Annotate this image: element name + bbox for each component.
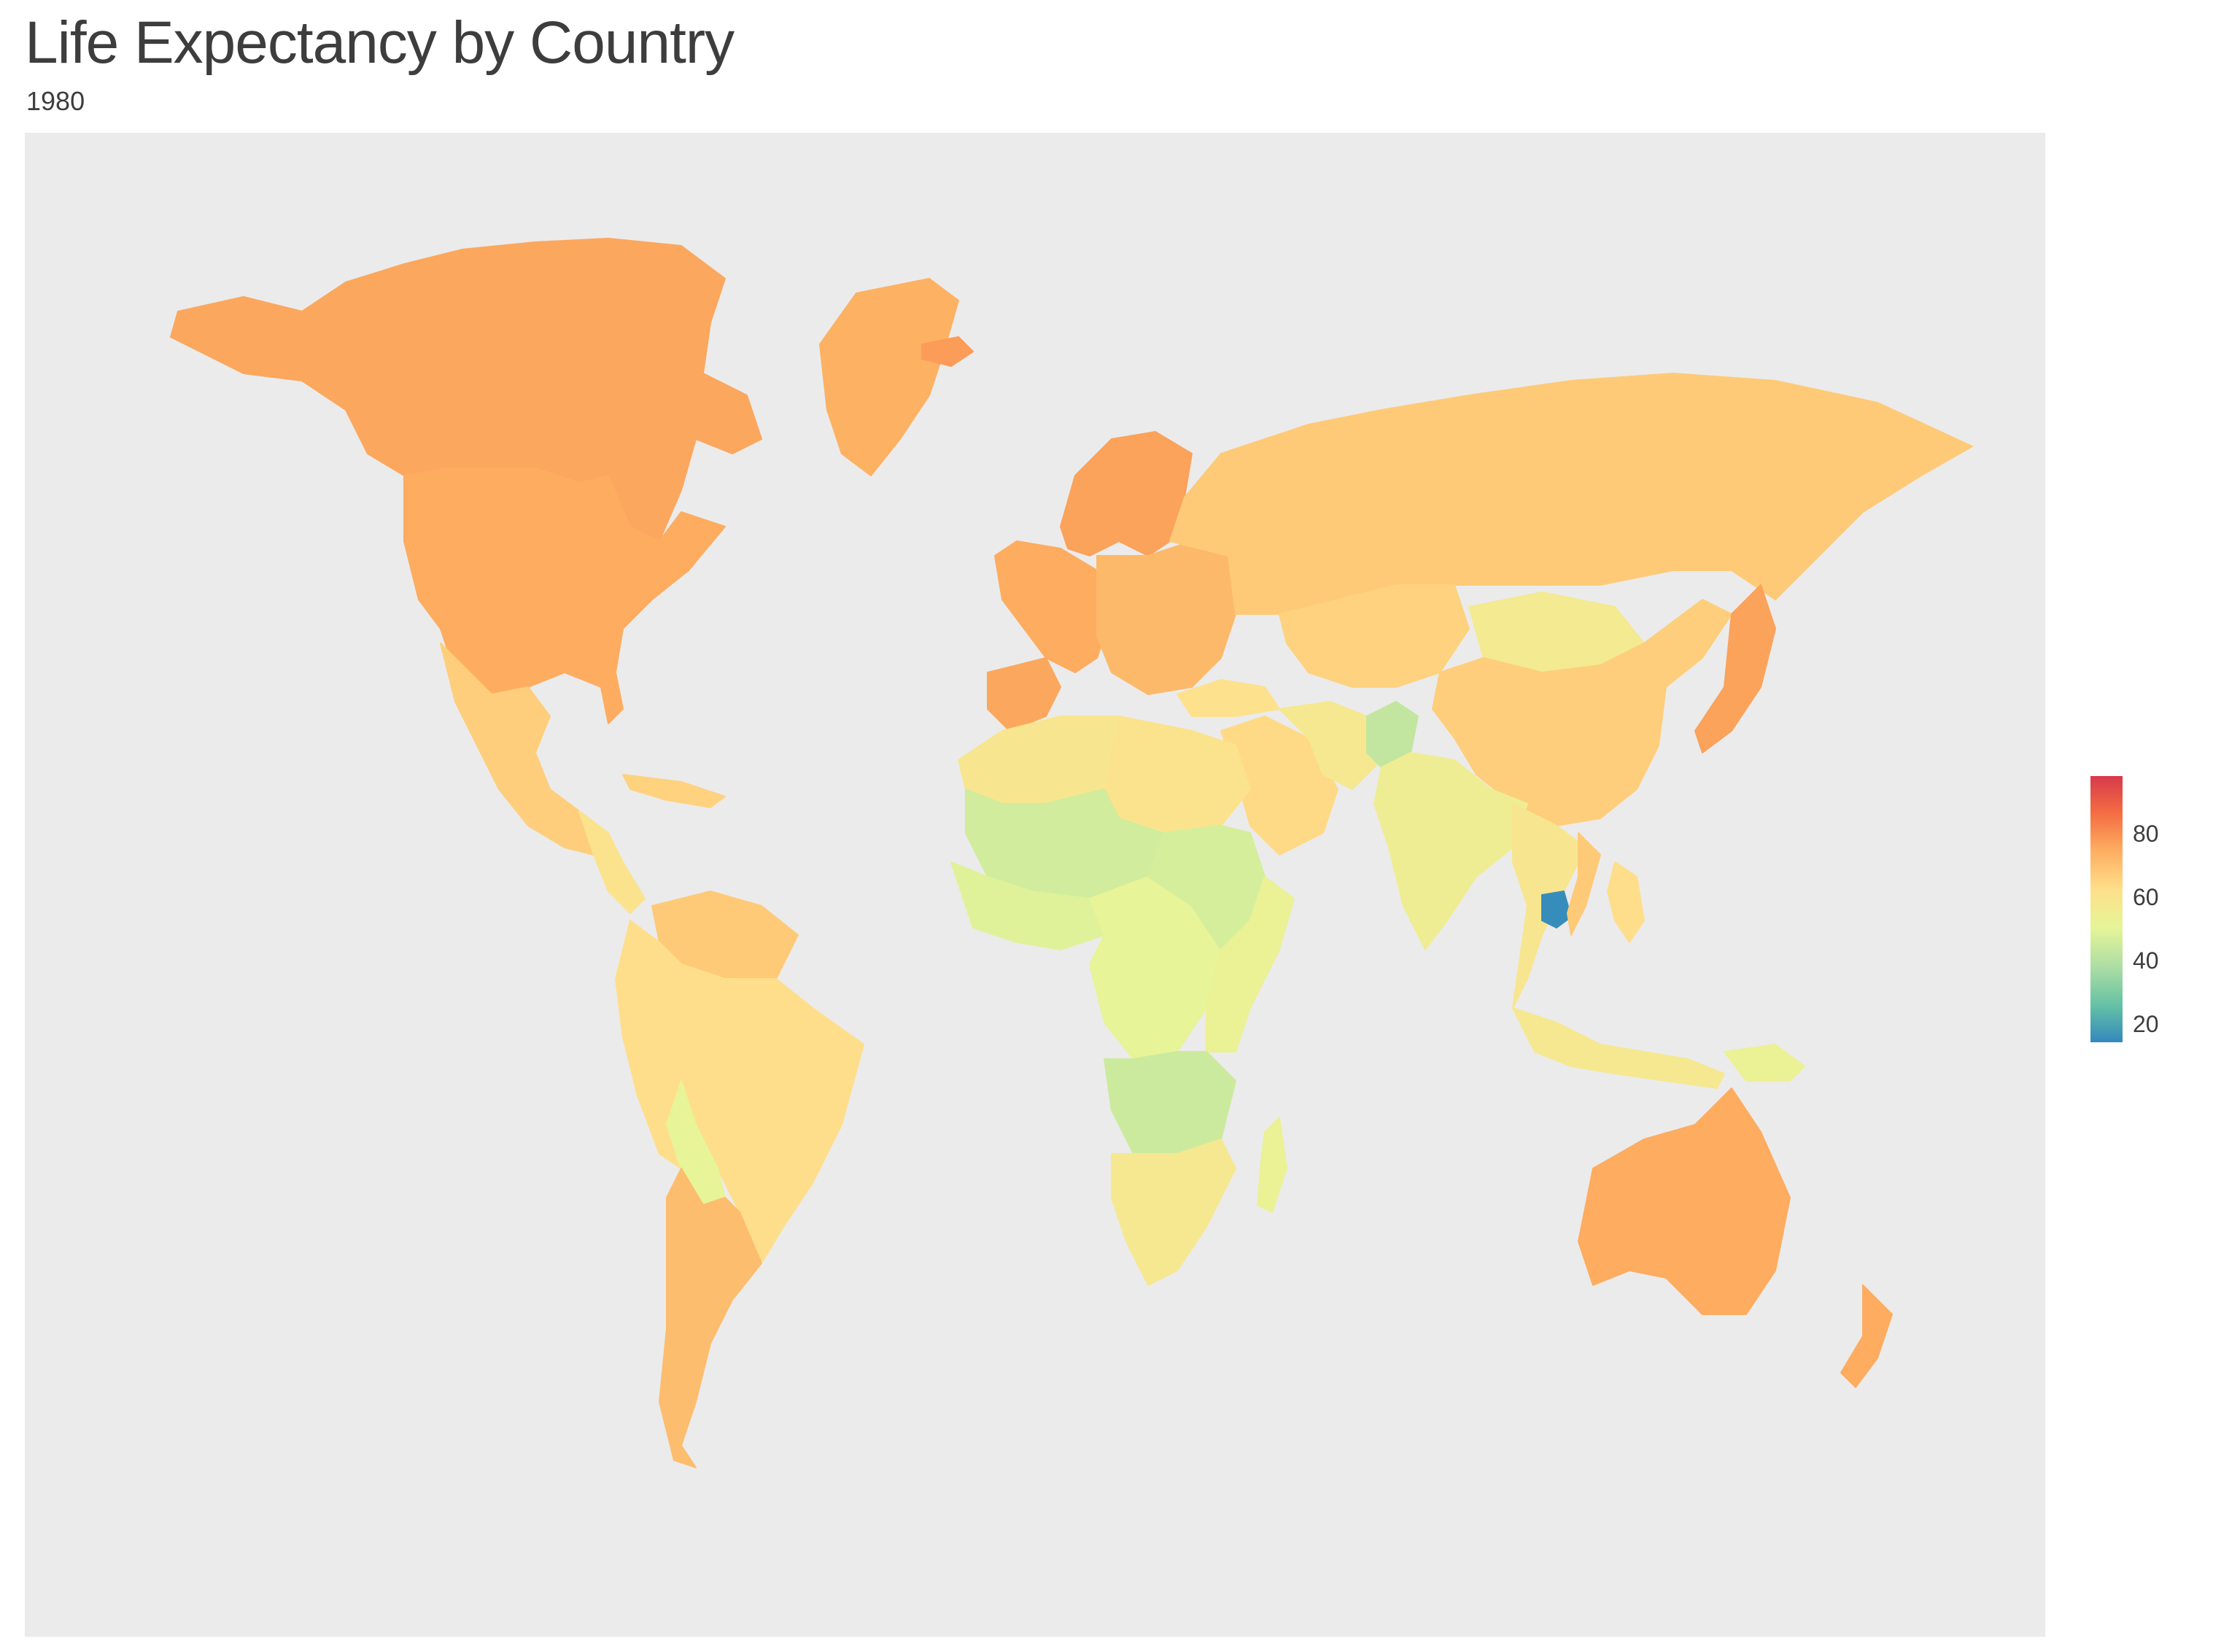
region-australia [1578,1087,1791,1315]
region-caribbean [622,774,726,808]
region-western-europe [994,540,1112,673]
color-legend: 80 60 40 20 [2090,776,2200,1046]
region-iran [1279,701,1382,790]
chart-subtitle: 1980 [26,86,85,116]
legend-tick-80: 80 [2133,821,2159,847]
region-iberia [987,657,1061,732]
region-madagascar [1257,1117,1287,1213]
region-iceland [921,336,974,367]
legend-color-bar [2090,776,2123,1042]
legend-tick-60: 60 [2133,884,2159,910]
region-cambodia [1541,891,1572,928]
region-central-america [578,810,646,914]
region-japan [1694,584,1776,753]
region-china [1432,599,1732,826]
map-panel [25,133,2045,1637]
region-vietnam [1567,832,1601,936]
region-indonesia [1512,1007,1725,1089]
region-angola-zambia [1104,1051,1236,1155]
legend-tick-40: 40 [2133,947,2159,974]
region-canada [170,238,762,542]
region-southern-africa [1111,1139,1236,1286]
region-eastern-europe [1096,540,1236,695]
region-argentina-chile-uruguay [659,1168,762,1468]
region-east-africa [1206,876,1295,1052]
region-russia [1169,373,1973,615]
region-new-zealand [1840,1284,1893,1388]
region-philippines [1607,861,1645,943]
region-papua-new-guinea [1724,1044,1805,1082]
chart-title: Life Expectancy by Country [25,9,735,76]
world-map [170,238,1973,1468]
region-india [1373,752,1528,950]
region-greenland [819,278,959,476]
legend-tick-20: 20 [2133,1011,2159,1037]
